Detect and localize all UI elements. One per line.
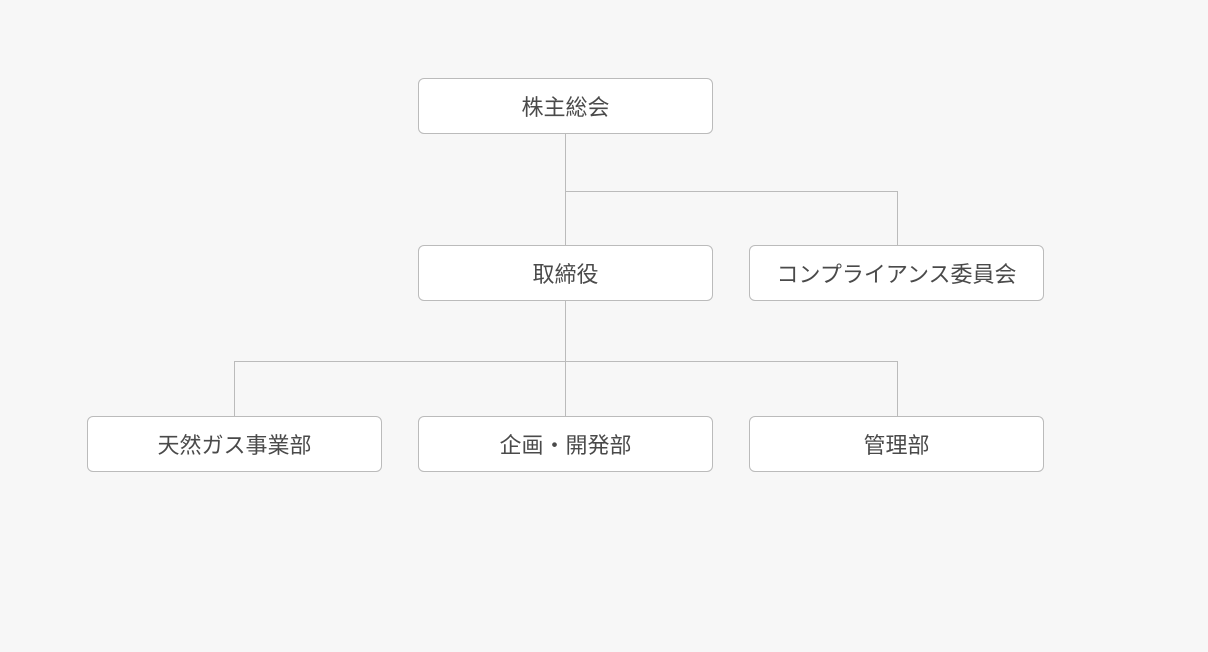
node-naturalgas: 天然ガス事業部	[87, 416, 382, 472]
node-label: 取締役	[532, 257, 598, 289]
node-label: 株主総会	[521, 90, 609, 122]
node-label: 管理部	[863, 428, 929, 460]
node-compliance: コンプライアンス委員会	[749, 245, 1044, 301]
node-label: 天然ガス事業部	[157, 428, 311, 460]
connector-compliance-down	[897, 191, 898, 245]
node-directors: 取締役	[418, 245, 713, 301]
node-planning: 企画・開発部	[418, 416, 713, 472]
node-label: コンプライアンス委員会	[776, 257, 1016, 289]
connector-management-down	[897, 361, 898, 416]
node-label: 企画・開発部	[499, 428, 631, 460]
connector-shareholders-down	[565, 134, 566, 245]
connector-directors-down	[565, 301, 566, 416]
connector-branch-to-compliance	[565, 191, 897, 192]
connector-naturalgas-down	[234, 361, 235, 416]
node-shareholders: 株主総会	[418, 78, 713, 134]
connector-departments-bar	[234, 361, 897, 362]
node-management: 管理部	[749, 416, 1044, 472]
